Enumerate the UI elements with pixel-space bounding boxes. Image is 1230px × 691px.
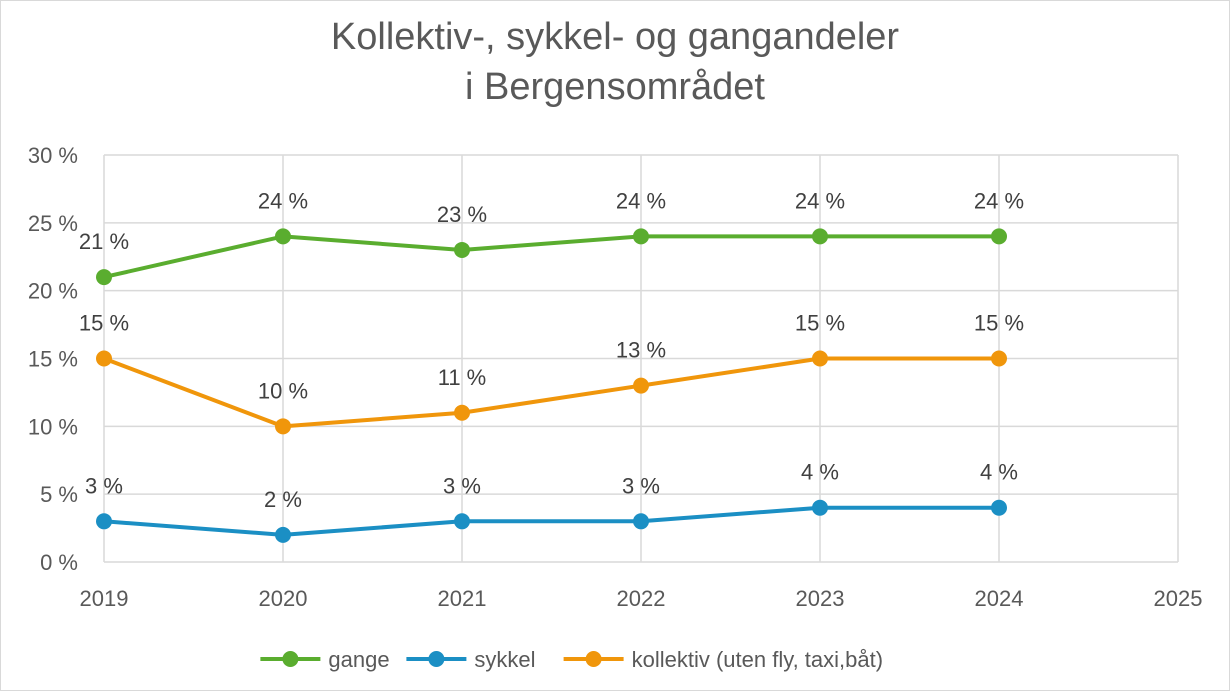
data-label: 10 % (258, 378, 308, 403)
data-point (812, 228, 828, 245)
y-tick-label: 20 % (28, 279, 78, 304)
data-label: 4 % (980, 460, 1018, 485)
x-tick-label: 2019 (80, 586, 129, 611)
data-label: 24 % (616, 188, 666, 213)
data-point (96, 350, 112, 367)
data-label: 24 % (258, 188, 308, 213)
legend: gange sykkel kollektiv (uten fly, taxi,båt… (260, 647, 883, 672)
data-point (454, 513, 470, 530)
data-label: 15 % (795, 311, 845, 336)
y-tick-label: 5 % (40, 482, 78, 507)
data-point (633, 377, 649, 394)
y-tick-label: 25 % (28, 211, 78, 236)
data-point (454, 241, 470, 258)
legend-marker (585, 651, 602, 667)
data-point (275, 526, 291, 543)
data-point (275, 228, 291, 245)
series-line (103, 234, 999, 280)
data-label: 4 % (801, 460, 839, 485)
legend-item: sykkel (406, 647, 536, 672)
x-tick-label: 2023 (796, 586, 845, 611)
data-label: 21 % (79, 229, 129, 254)
x-axis-ticks: 2019 2020 2021 2022 2023 2024 2025 (80, 586, 1203, 611)
x-tick-label: 2021 (438, 586, 487, 611)
y-axis-ticks: 0 % 5 % 10 % 15 % 20 % 25 % 30 % (28, 143, 78, 575)
legend-item: gange (260, 647, 390, 672)
legend-item: kollektiv (uten fly, taxi,båt) (563, 647, 883, 672)
data-point (96, 513, 112, 530)
data-point (96, 269, 112, 286)
data-label: 2 % (264, 487, 302, 512)
data-label: 23 % (437, 202, 487, 227)
x-tick-label: 2025 (1154, 586, 1203, 611)
data-label: 3 % (85, 473, 123, 498)
data-label: 24 % (974, 188, 1024, 213)
x-tick-label: 2020 (259, 586, 308, 611)
data-label: 13 % (616, 338, 666, 363)
data-point (454, 404, 470, 421)
data-label: 3 % (622, 473, 660, 498)
series-group (96, 228, 1007, 543)
legend-label: sykkel (474, 647, 535, 672)
chart-title-line-1: Kollektiv-, sykkel- og gangandeler (330, 16, 900, 58)
legend-label: gange (328, 647, 389, 672)
series-line (103, 356, 999, 429)
data-label: 15 % (974, 311, 1024, 336)
data-point (991, 228, 1007, 245)
data-labels: 21 % 24 % 23 % 24 % 24 % 24 % 3 % 2 % 3 % 3 % 4 % 4… (79, 188, 1024, 511)
chart-title: Kollektiv-, sykkel- og gangandeler i Ber… (0, 12, 1230, 112)
data-point (812, 499, 828, 516)
data-label: 11 % (438, 365, 487, 390)
series-line (103, 505, 999, 537)
data-point (991, 499, 1007, 516)
y-tick-label: 15 % (28, 347, 78, 372)
data-label: 15 % (79, 311, 129, 336)
x-tick-label: 2024 (975, 586, 1024, 611)
y-tick-label: 0 % (40, 550, 78, 575)
legend-label: kollektiv (uten fly, taxi,båt) (632, 647, 883, 672)
legend-marker (428, 651, 445, 667)
data-point (633, 228, 649, 245)
data-point (633, 513, 649, 530)
data-point (812, 350, 828, 367)
data-label: 24 % (795, 188, 845, 213)
data-label: 3 % (443, 473, 481, 498)
data-point (991, 350, 1007, 367)
data-point (275, 418, 291, 435)
x-tick-label: 2022 (617, 586, 666, 611)
y-tick-label: 10 % (28, 414, 78, 439)
chart-title-line-2: i Bergensområdet (465, 66, 765, 108)
y-tick-label: 30 % (28, 143, 78, 168)
legend-marker (282, 651, 299, 667)
